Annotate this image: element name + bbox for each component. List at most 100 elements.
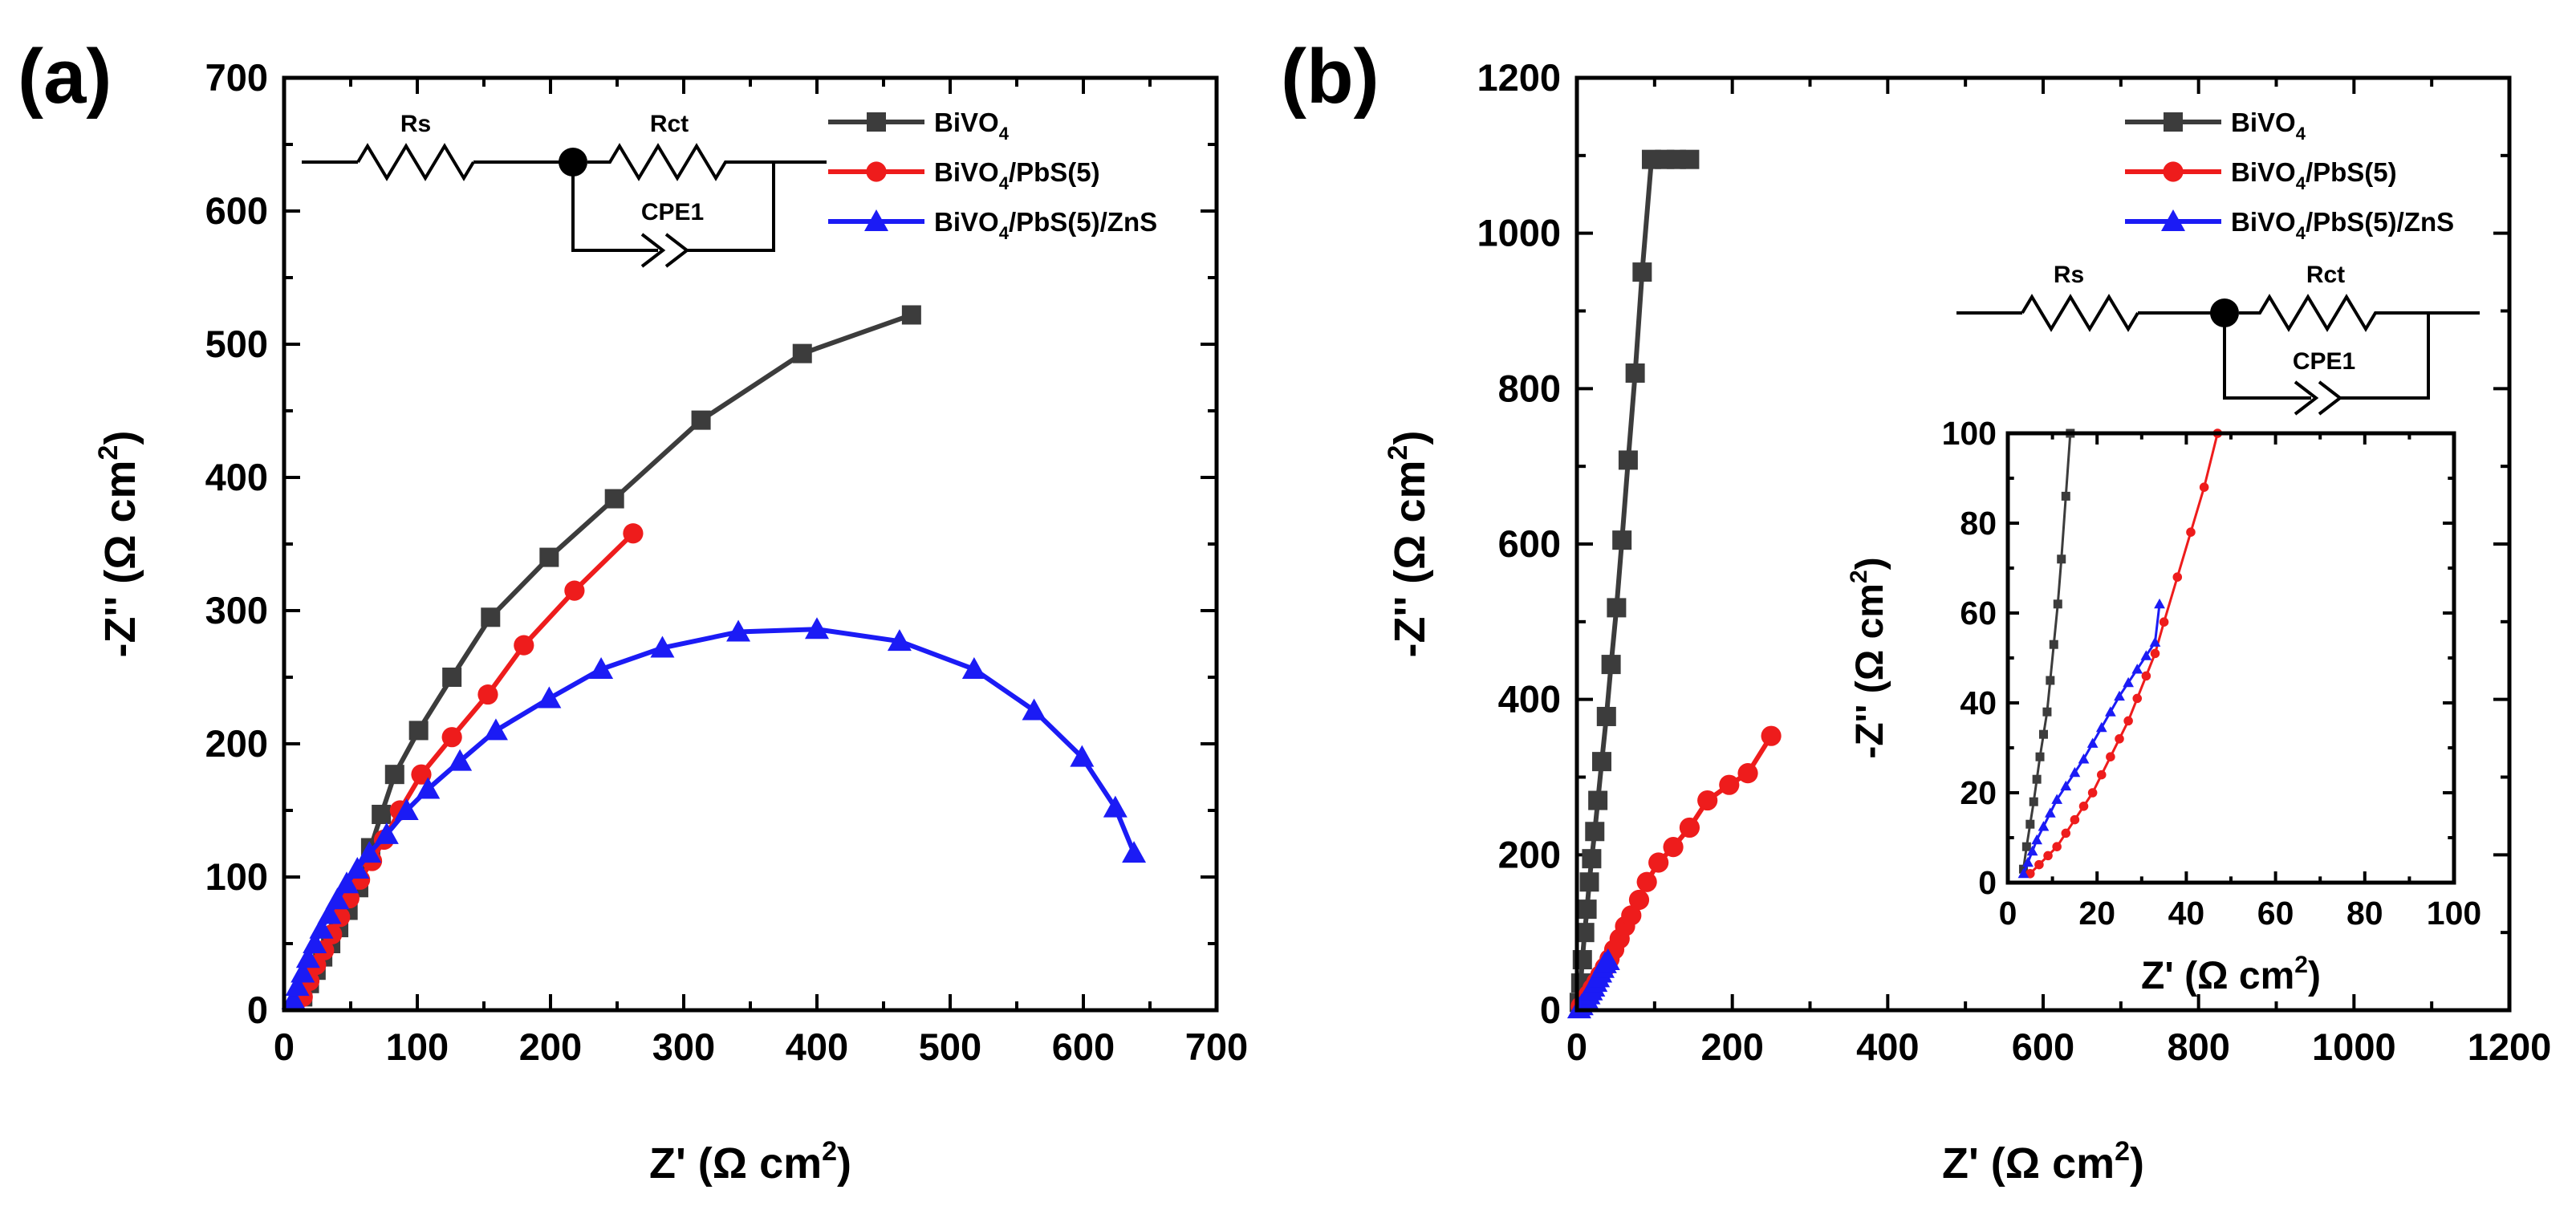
panel-a-circuit-rct-label: Rct	[650, 111, 689, 137]
panel-b-x-tick-label: 0	[1566, 1025, 1587, 1068]
panel-b-inset-x-tick-label: 40	[2168, 895, 2205, 932]
panel-a-bivo4-pbs-5-zns-point	[281, 987, 306, 1009]
panel-b-bivo4-point	[1632, 262, 1652, 282]
panel-a-bivo4-point	[481, 607, 501, 627]
panel-a-x-tick-label: 700	[1185, 1025, 1248, 1068]
panel-b-inset-bivo4-pbs-5-zns-point	[2069, 766, 2081, 778]
panel-b-inset-bivo4-pbs-5-zns-point	[2140, 650, 2152, 660]
panel-b-x-tick-label: 1000	[2312, 1025, 2396, 1068]
panel-b-inset-bivo4-pbs-5-zns-point	[2017, 867, 2030, 879]
panel-a-label: (a)	[18, 34, 112, 120]
panel-b-inset-bivo4-pbs-5-zns-point	[2038, 821, 2050, 831]
panel-b-inset-bivo4-pbs-5-zns-point	[2131, 664, 2143, 674]
panel-a-bivo4-pbs-5-zns-point	[650, 635, 675, 658]
panel-b-legend-bivo4-pbs-5-zns-label: BiVO4/PbS(5)/ZnS	[2231, 207, 2454, 243]
panel-a-bivo4-pbs-5-zns-point	[295, 946, 320, 968]
panel-b-inset: 0 20 40 60 80 100 0 20 40 60 80 100 Z' (Ω cm2) -Z''…	[1846, 415, 2481, 997]
panel-a-bivo4-pbs-5-point	[411, 764, 432, 785]
panel-a-bivo4-pbs-5-zns-point	[1070, 745, 1095, 767]
panel-a-bivo4-point	[384, 765, 404, 785]
panel-b-legend-bivo4-pbs-5-label: BiVO4/PbS(5)	[2231, 157, 2397, 193]
panel-b-inset-bivo4-pbs-5-point	[2123, 716, 2133, 726]
panel-b-inset-bivo4-pbs-5-zns-point	[2051, 794, 2063, 804]
panel-b-inset-bivo4-pbs-5-zns-point	[2022, 856, 2034, 867]
panel-b-bivo4-pbs-5-point	[1663, 837, 1684, 858]
panel-b-inset-bivo4-pbs-5-zns-point	[2026, 845, 2038, 856]
panel-a-x-tick-label: 600	[1052, 1025, 1115, 1068]
panel-b-x-tick-label: 400	[1856, 1025, 1919, 1068]
panel-b-inset-bivo4-pbs-5-zns-point	[2105, 706, 2116, 717]
panel-a-plot-frame	[282, 75, 1219, 1013]
panel-b-inset-bivo4-pbs-5-point	[2172, 572, 2183, 582]
panel-a-y-tick-label: 600	[205, 189, 268, 232]
panel-b-y-tick-label: 0	[1540, 989, 1561, 1031]
panel-b-bivo4-point	[1618, 450, 1638, 470]
panel-a-y-tick-label: 700	[205, 56, 268, 99]
panel-b-inset-bivo4-pbs-5-point	[2115, 734, 2124, 744]
panel-b-bivo4-point	[1680, 149, 1700, 169]
panel-b-legend-bivo4-marker	[2164, 112, 2183, 132]
panel-a-bivo4-pbs-5-zns-point	[448, 749, 473, 771]
panel-a-bivo4-pbs-5-zns-point	[1103, 795, 1128, 818]
panel-a-bivo4-pbs-5-zns-line	[291, 627, 1136, 1001]
panel-a-y-tick-label: 400	[205, 456, 268, 498]
panel-b-inset-x-tick-label: 80	[2346, 895, 2383, 932]
panel-b-y-tick-label: 800	[1498, 367, 1561, 409]
panel-b-bivo4-pbs-5-point	[1621, 905, 1642, 926]
panel-b-bivo4-point	[1612, 530, 1632, 550]
panel-b-inset-bivo4-point	[2021, 842, 2031, 851]
panel-a-bivo4-pbs-5-zns-point	[374, 822, 399, 844]
panel-a-bivo4-pbs-5-zns-point	[317, 902, 342, 924]
panel-a-x-tick-label: 100	[386, 1025, 449, 1068]
panel-a-bivo4-pbs-5-zns-point	[291, 960, 315, 983]
panel-a-x-tick-label: 0	[274, 1025, 295, 1068]
panel-b-inset-x-tick-label: 60	[2257, 895, 2294, 932]
panel-a-legend: BiVO4 BiVO4/PbS(5) BiVO4/PbS(5)/ZnS	[828, 108, 1157, 243]
panel-b-inset-bivo4-pbs-5-point	[2061, 828, 2071, 838]
panel-b-y-tick-label: 600	[1498, 522, 1561, 565]
panel-b-y-tick-label: 200	[1498, 833, 1561, 875]
panel-a-x-tick-label: 300	[652, 1025, 715, 1068]
panel-b-inset-y-tick-label: 40	[1960, 684, 1997, 721]
panel-b-inset-frame	[2005, 431, 2456, 885]
panel-a-bivo4-pbs-5-zns-point	[325, 887, 350, 910]
panel-a-legend-bivo4-pbs-5-label: BiVO4/PbS(5)	[934, 157, 1100, 193]
panel-b-x-axis-title: Z' (Ω cm2)	[1942, 1136, 2144, 1188]
panel-b-inset-bivo4-point	[2038, 729, 2048, 739]
panel-b-inset-x-tick-label: 100	[2427, 895, 2481, 932]
panel-b-inset-bivo4-pbs-5-point	[2106, 752, 2115, 761]
panel-a-bivo4-pbs-5-zns-point	[726, 619, 751, 642]
panel-b-bivo4-point	[1588, 790, 1608, 810]
panel-b-bivo4-point	[1582, 849, 1602, 869]
panel-b-inset-bivo4-pbs-5-point	[2141, 671, 2151, 681]
panel-b-bivo4-pbs-5-point	[1628, 889, 1650, 911]
panel-a-y-tick-label: 200	[205, 722, 268, 765]
panel-a-bivo4-pbs-5-zns-point	[394, 798, 419, 820]
panel-a-y-tick-label: 100	[205, 855, 268, 898]
panel-b-inset-bivo4-pbs-5-point	[2034, 859, 2044, 870]
panel-b-bivo4-pbs-5-point	[1737, 763, 1758, 784]
panel-b-inset-bivo4-pbs-5-zns-point	[2154, 598, 2165, 609]
panel-b-y-tick-label: 400	[1498, 678, 1561, 721]
panel-a: (a) 0 100 200 300 400 500 600 700 0 100 200 300 400 5…	[18, 34, 1248, 1188]
panel-b-bivo4-pbs-5-point	[1761, 725, 1782, 746]
panel-b-legend-bivo4-pbs-5-zns-marker	[2161, 209, 2185, 231]
panel-b-y-tick-label: 1000	[1477, 212, 1561, 254]
panel-b-inset-bivo4-pbs-5-zns-point	[2123, 676, 2134, 688]
panel-a-legend-bivo4-pbs-5-zns-label: BiVO4/PbS(5)/ZnS	[934, 207, 1157, 243]
panel-b-circuit-rs-label: Rs	[2054, 262, 2084, 288]
panel-b-inset-bivo4-pbs-5-point	[2150, 648, 2160, 659]
panel-b-bivo4-pbs-5-point	[1697, 790, 1718, 811]
panel-a-bivo4-point	[604, 489, 624, 509]
panel-b-inset-bivo4-pbs-5-zns-point	[2095, 721, 2107, 733]
panel-b-legend-bivo4-pbs-5-marker	[2163, 161, 2184, 182]
panel-a-bivo4-pbs-5-zns-point	[335, 871, 360, 894]
panel-a-bivo4-point	[691, 410, 711, 430]
panel-a-bivo4-pbs-5-zns-point	[805, 617, 829, 640]
panel-b-inset-bivo4-pbs-5-point	[2052, 842, 2062, 851]
panel-b-inset-y-axis-title: -Z'' (Ω cm2)	[1846, 557, 1891, 758]
panel-a-bivo4-pbs-5-zns-point	[537, 686, 562, 709]
panel-b-inset-bivo4-point	[2029, 797, 2038, 806]
panel-a-bivo4-pbs-5-zns-point	[285, 974, 310, 997]
